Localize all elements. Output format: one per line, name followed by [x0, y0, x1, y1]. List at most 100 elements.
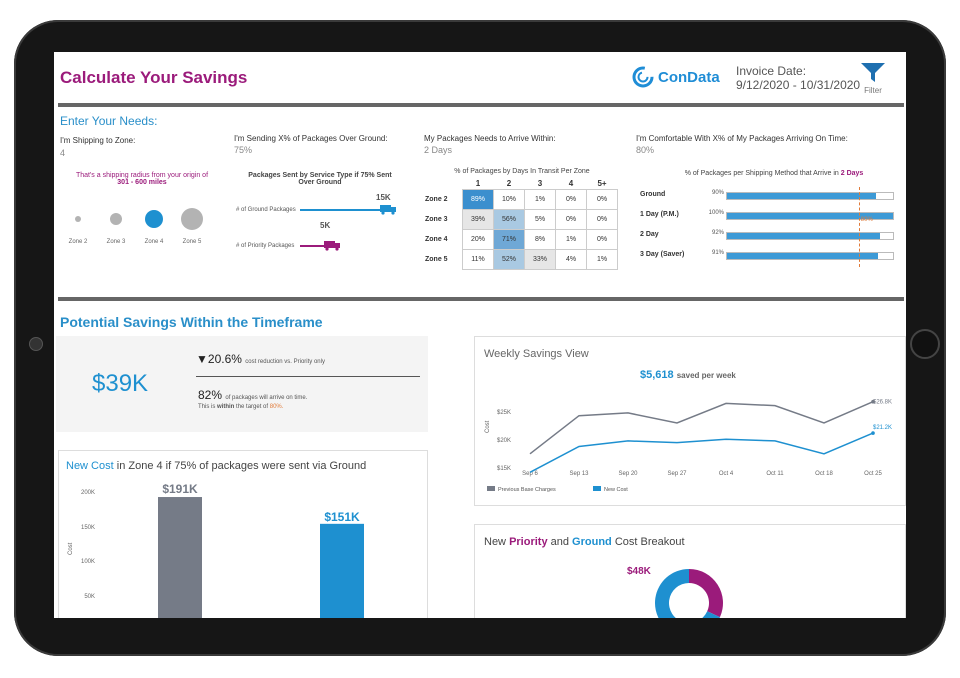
ontime-title-highlight: 2 Days: [840, 170, 864, 177]
ontime-method-label: Ground: [640, 191, 666, 198]
new-cost-bar[interactable]: [320, 523, 364, 618]
breakout-title-pre: New: [484, 536, 510, 548]
zone-2-bubble[interactable]: [75, 216, 81, 222]
heatmap-cell[interactable]: 39%: [462, 209, 494, 230]
ground-packages-bar[interactable]: [300, 209, 382, 211]
end-label-previous: $26.8K: [873, 400, 892, 406]
bar-label-previous: $191K: [162, 482, 198, 496]
brand-logo: ConData: [632, 66, 720, 88]
new-cost-ylabel: Cost: [68, 542, 74, 555]
ontime-bar[interactable]: [727, 233, 880, 239]
filter-label: Filter: [864, 86, 882, 95]
tablet-camera: [29, 337, 43, 351]
heatmap-cell[interactable]: 56%: [493, 209, 525, 230]
savings-divider: [196, 376, 420, 377]
ontime-bar[interactable]: [727, 193, 877, 199]
arrive-value[interactable]: 2 Days: [424, 145, 453, 155]
heatmap-cell[interactable]: 0%: [555, 209, 587, 230]
heatmap-row-zone-3: Zone 3 39% 56% 5% 0% 0%: [424, 209, 618, 230]
new-cost-ytick: 200K: [81, 490, 95, 496]
ontime-value[interactable]: 80%: [636, 145, 655, 155]
tablet-home-button[interactable]: [910, 329, 940, 359]
down-triangle-icon: ▼: [196, 352, 208, 366]
donut-slice-ground[interactable]: [654, 569, 720, 618]
legend-swatch-previous: [487, 486, 495, 491]
weekly-ytick: $25K: [497, 410, 511, 416]
heatmap-cell[interactable]: 89%: [462, 189, 494, 210]
previous-charges-line[interactable]: [529, 401, 874, 455]
ontime-bar[interactable]: [727, 213, 893, 219]
ontime-method-label: 2 Day: [640, 231, 659, 238]
new-cost-ytick: 100K: [81, 559, 95, 565]
breakout-priority-value: $48K: [627, 566, 651, 577]
heatmap-col-4: 4: [568, 179, 574, 188]
heatmap-cell[interactable]: 0%: [586, 209, 618, 230]
invoice-date-range[interactable]: 9/12/2020 - 10/31/2020: [736, 78, 861, 92]
ground-packages-label: # of Ground Packages: [236, 207, 296, 213]
heatmap-row-zone-2: Zone 2 89% 10% 1% 0% 0%: [424, 189, 618, 210]
heatmap-cell[interactable]: 8%: [524, 229, 556, 250]
priority-truck-icon: [324, 241, 340, 251]
ontime-result-line: 82% of packages will arrive on time.: [198, 388, 307, 402]
arrive-question: My Packages Needs to Arrive Within:: [424, 134, 556, 143]
ontime-method-label: 3 Day (Saver): [640, 251, 685, 258]
new-cost-bar[interactable]: [158, 497, 202, 618]
breakout-title-priority: Priority: [509, 536, 548, 548]
weekly-xtick: Sep 13: [569, 471, 589, 477]
legend-swatch-new: [593, 486, 601, 491]
weekly-xtick: Oct 4: [719, 471, 734, 477]
zone-value[interactable]: 4: [60, 148, 66, 158]
heatmap-cell[interactable]: 11%: [462, 249, 494, 270]
ontime-result-pct: 82%: [198, 388, 223, 402]
heatmap-cell[interactable]: 20%: [462, 229, 494, 250]
legend-label-new[interactable]: New Cost: [604, 487, 628, 493]
heatmap-row-label: Zone 5: [425, 256, 448, 263]
weekly-endpoint[interactable]: [871, 399, 875, 404]
breakout-donut-chart: [654, 569, 723, 618]
heatmap-cell[interactable]: 33%: [524, 249, 556, 270]
heatmap-row-label: Zone 4: [425, 236, 448, 243]
heatmap-cell[interactable]: 0%: [586, 229, 618, 250]
heatmap-cell[interactable]: 4%: [555, 249, 587, 270]
radius-text: That's a shipping radius from your origi…: [75, 172, 209, 179]
new-cost-ytick: 150K: [81, 525, 95, 531]
heatmap-cell[interactable]: 5%: [524, 209, 556, 230]
ontime-pct-label: 100%: [708, 210, 724, 216]
breakout-title-ground: Ground: [572, 536, 612, 548]
heatmap-col-3: 3: [537, 179, 543, 188]
ontime-bar-track: [726, 232, 894, 240]
zone-bubble-chart: Zone 2 Zone 3 Zone 4 Zone 5: [69, 208, 203, 245]
weekly-savings-title: Weekly Savings View: [484, 348, 589, 360]
heatmap-cell[interactable]: 52%: [493, 249, 525, 270]
ground-question: I'm Sending X% of Packages Over Ground:: [234, 134, 388, 143]
heatmap-cell[interactable]: 1%: [586, 249, 618, 270]
savings-amount: $39K: [92, 370, 149, 397]
heatmap-cell[interactable]: 1%: [524, 189, 556, 210]
needs-section-title: Enter Your Needs:: [60, 114, 158, 128]
legend-label-previous[interactable]: Previous Base Charges: [498, 487, 556, 493]
target-pre: This is: [198, 404, 216, 410]
donut-slice-priority[interactable]: [689, 569, 723, 618]
weekly-endpoint[interactable]: [871, 431, 875, 435]
heatmap-cell[interactable]: 71%: [493, 229, 525, 250]
new-cost-line[interactable]: [529, 432, 874, 473]
reduction-text: cost reduction vs. Priority only: [245, 359, 325, 365]
heatmap-cell[interactable]: 0%: [555, 189, 587, 210]
target-note: This is within the target of 80%.: [198, 404, 283, 410]
heatmap-cell[interactable]: 0%: [586, 189, 618, 210]
ontime-bar[interactable]: [727, 253, 879, 259]
priority-packages-bar[interactable]: [300, 245, 326, 247]
transit-heatmap: 1 2 3 4 5+ Zone 2 89% 10% 1% 0% 0% Zone …: [424, 178, 618, 270]
filter-button[interactable]: Filter: [860, 62, 886, 95]
target-within: within: [217, 404, 235, 410]
weekly-ylabel: Cost: [485, 420, 491, 433]
zone-3-bubble[interactable]: [110, 213, 122, 225]
page-title: Calculate Your Savings: [60, 68, 248, 87]
heatmap-cell[interactable]: 1%: [555, 229, 587, 250]
ground-truck-icon: [380, 205, 396, 215]
ground-value[interactable]: 75%: [234, 145, 253, 155]
heatmap-cell[interactable]: 10%: [493, 189, 525, 210]
zone-4-bubble[interactable]: [145, 210, 163, 228]
ontime-question: I'm Comfortable With X% of My Packages A…: [636, 134, 848, 143]
zone-5-bubble[interactable]: [181, 208, 203, 230]
